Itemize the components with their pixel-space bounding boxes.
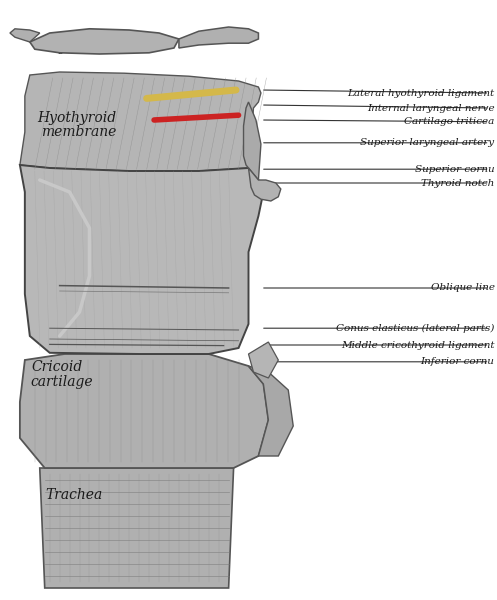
- Text: Conus elasticus (lateral parts): Conus elasticus (lateral parts): [336, 323, 495, 333]
- Text: Cartilago triticea: Cartilago triticea: [404, 117, 495, 126]
- Text: Lateral hyothyroid ligament: Lateral hyothyroid ligament: [347, 88, 495, 97]
- Text: Cricoid: Cricoid: [31, 360, 83, 374]
- Polygon shape: [20, 165, 263, 354]
- Polygon shape: [244, 102, 261, 180]
- Polygon shape: [179, 27, 258, 48]
- Text: Oblique line: Oblique line: [430, 283, 495, 292]
- Text: Middle cricothyroid ligament: Middle cricothyroid ligament: [341, 340, 495, 349]
- Polygon shape: [30, 29, 179, 54]
- Polygon shape: [248, 366, 293, 456]
- Text: Hyothyroid: Hyothyroid: [37, 111, 117, 125]
- Text: Superior cornu: Superior cornu: [415, 165, 495, 174]
- Text: cartilage: cartilage: [31, 374, 93, 389]
- Polygon shape: [20, 72, 261, 171]
- Polygon shape: [20, 354, 268, 468]
- Polygon shape: [40, 468, 234, 588]
- Text: Inferior cornu: Inferior cornu: [420, 357, 495, 366]
- Polygon shape: [248, 168, 281, 201]
- Text: cartilage: cartilage: [32, 236, 95, 251]
- Text: Thyroid: Thyroid: [30, 222, 84, 236]
- Text: Hyoid bone: Hyoid bone: [47, 40, 127, 54]
- Text: Superior laryngeal artery: Superior laryngeal artery: [360, 138, 495, 147]
- Text: Trachea: Trachea: [45, 488, 102, 502]
- Polygon shape: [10, 29, 40, 42]
- Text: membrane: membrane: [41, 125, 116, 139]
- Text: Thyroid notch: Thyroid notch: [421, 179, 495, 187]
- Text: Internal laryngeal nerve: Internal laryngeal nerve: [367, 103, 495, 113]
- Polygon shape: [248, 342, 278, 378]
